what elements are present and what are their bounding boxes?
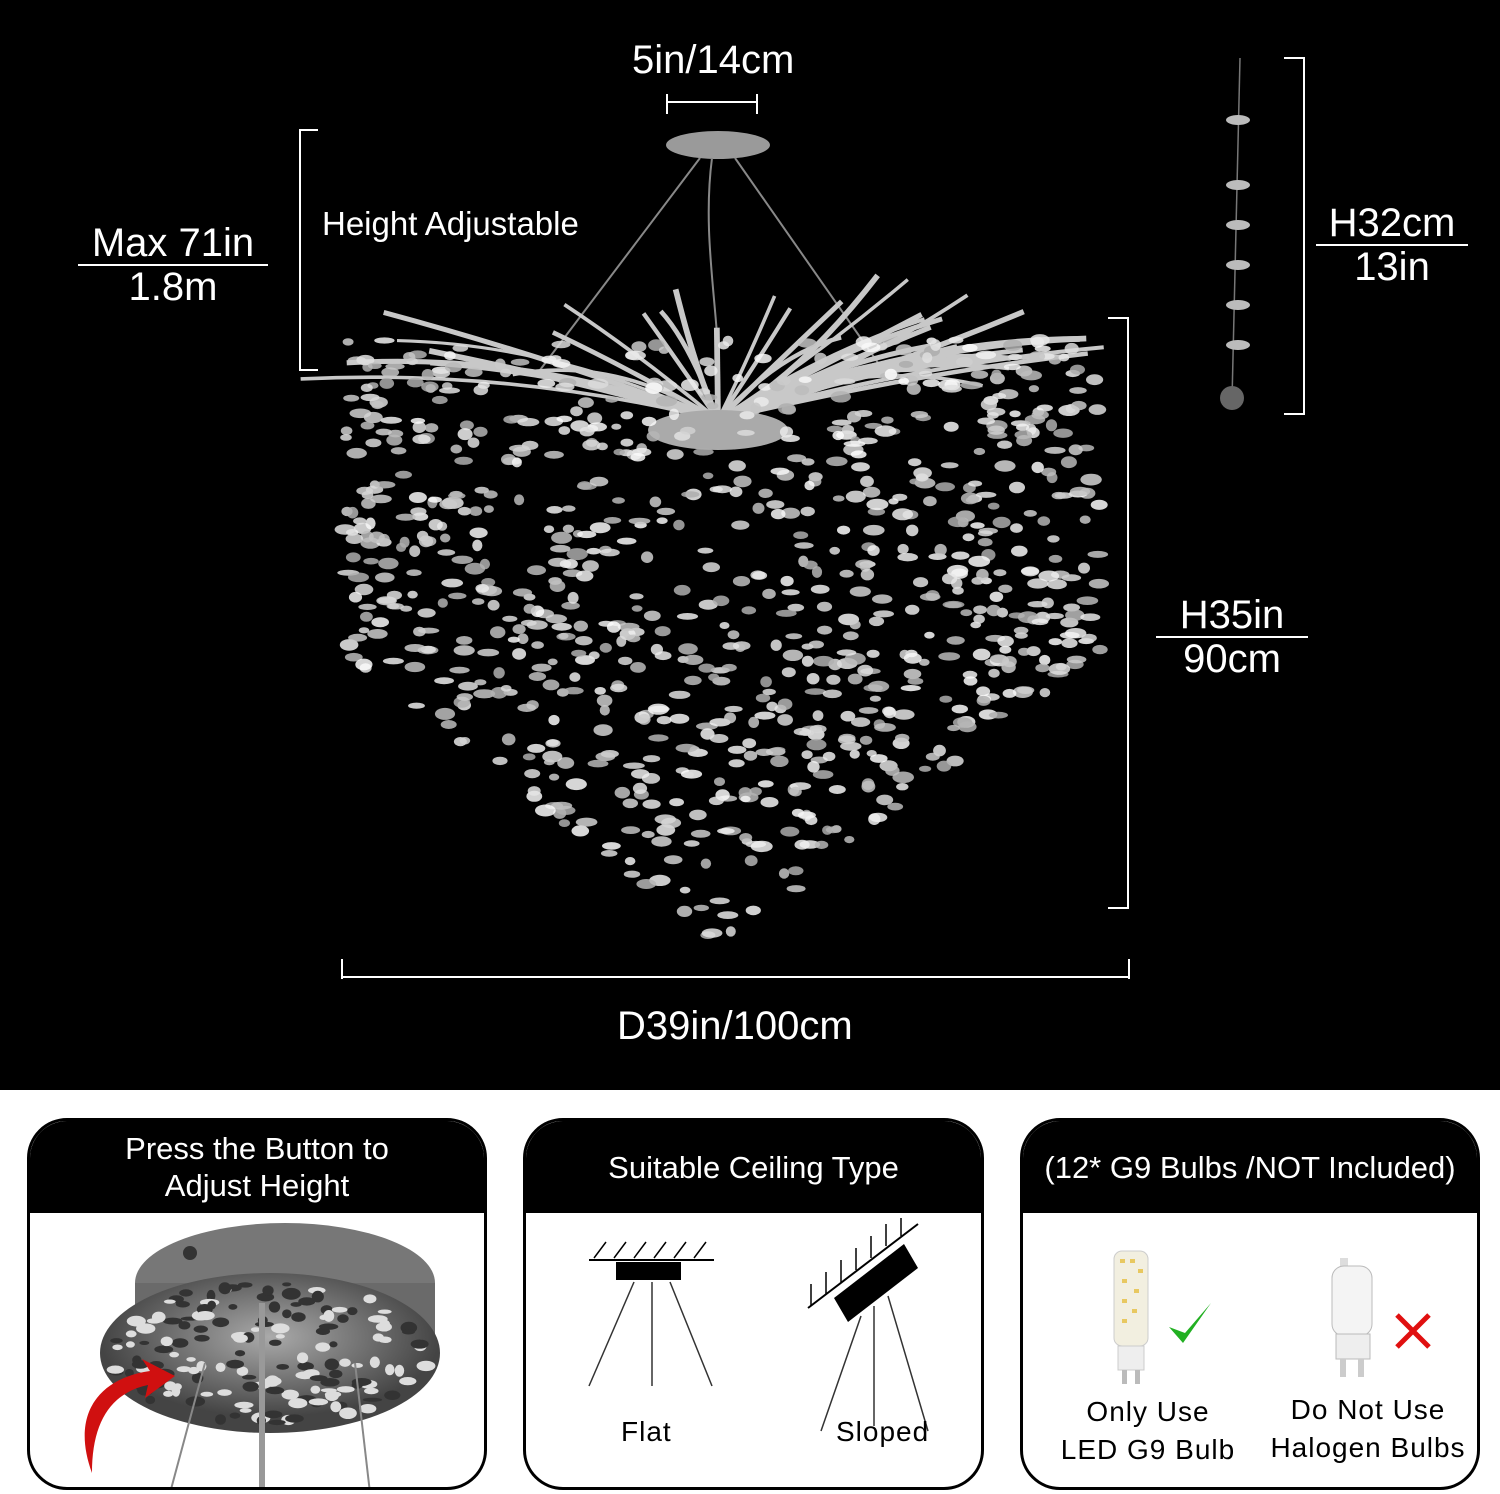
max-height-label: Max 71in 1.8m bbox=[78, 222, 268, 308]
panel-title: Press the Button to Adjust Height bbox=[30, 1121, 484, 1213]
height-adjustable-label: Height Adjustable bbox=[322, 205, 579, 242]
sloped-ceiling-diagram bbox=[807, 1218, 929, 1432]
cross-icon bbox=[1395, 1313, 1431, 1349]
panel-title: Suitable Ceiling Type bbox=[526, 1121, 981, 1213]
do-not-use-label: Do Not Use Halogen Bulbs bbox=[1270, 1394, 1466, 1463]
flat-label: Flat bbox=[621, 1416, 672, 1447]
sloped-label: Sloped bbox=[836, 1416, 930, 1447]
bulb-info-panel: (12* G9 Bulbs /NOT Included) Only Use LED… bbox=[1020, 1118, 1480, 1490]
halogen-bulb-image bbox=[1331, 1258, 1373, 1377]
product-dimension-area: 5in/14cm Max 71in 1.8m Height Adjustable … bbox=[0, 0, 1500, 1090]
ceiling-type-panel: Suitable Ceiling Type Flat Sloped bbox=[523, 1118, 984, 1490]
chandelier-illustration bbox=[300, 57, 1250, 939]
canopy-closeup-image bbox=[84, 1223, 440, 1487]
checkmark-icon bbox=[1169, 1303, 1211, 1343]
flat-ceiling-diagram bbox=[588, 1241, 714, 1387]
adjust-height-panel: Press the Button to Adjust Height bbox=[27, 1118, 487, 1490]
body-height-label: H35in 90cm bbox=[1156, 594, 1308, 680]
canopy-width-bracket bbox=[666, 94, 758, 114]
max-height-bracket bbox=[299, 129, 318, 371]
diameter-label: D39in/100cm bbox=[617, 1004, 853, 1048]
strand-height-bracket bbox=[1284, 57, 1305, 415]
led-g9-bulb-image bbox=[1113, 1250, 1149, 1384]
panel-title: (12* G9 Bulbs /NOT Included) bbox=[1023, 1121, 1477, 1213]
body-height-bracket bbox=[1108, 317, 1129, 909]
strand-height-label: H32cm 13in bbox=[1316, 202, 1468, 288]
arrow-icon bbox=[84, 1359, 175, 1473]
only-use-label: Only Use LED G9 Bulb bbox=[1060, 1396, 1236, 1465]
diameter-bracket bbox=[341, 959, 1130, 979]
canopy-width-label: 5in/14cm bbox=[632, 38, 795, 82]
